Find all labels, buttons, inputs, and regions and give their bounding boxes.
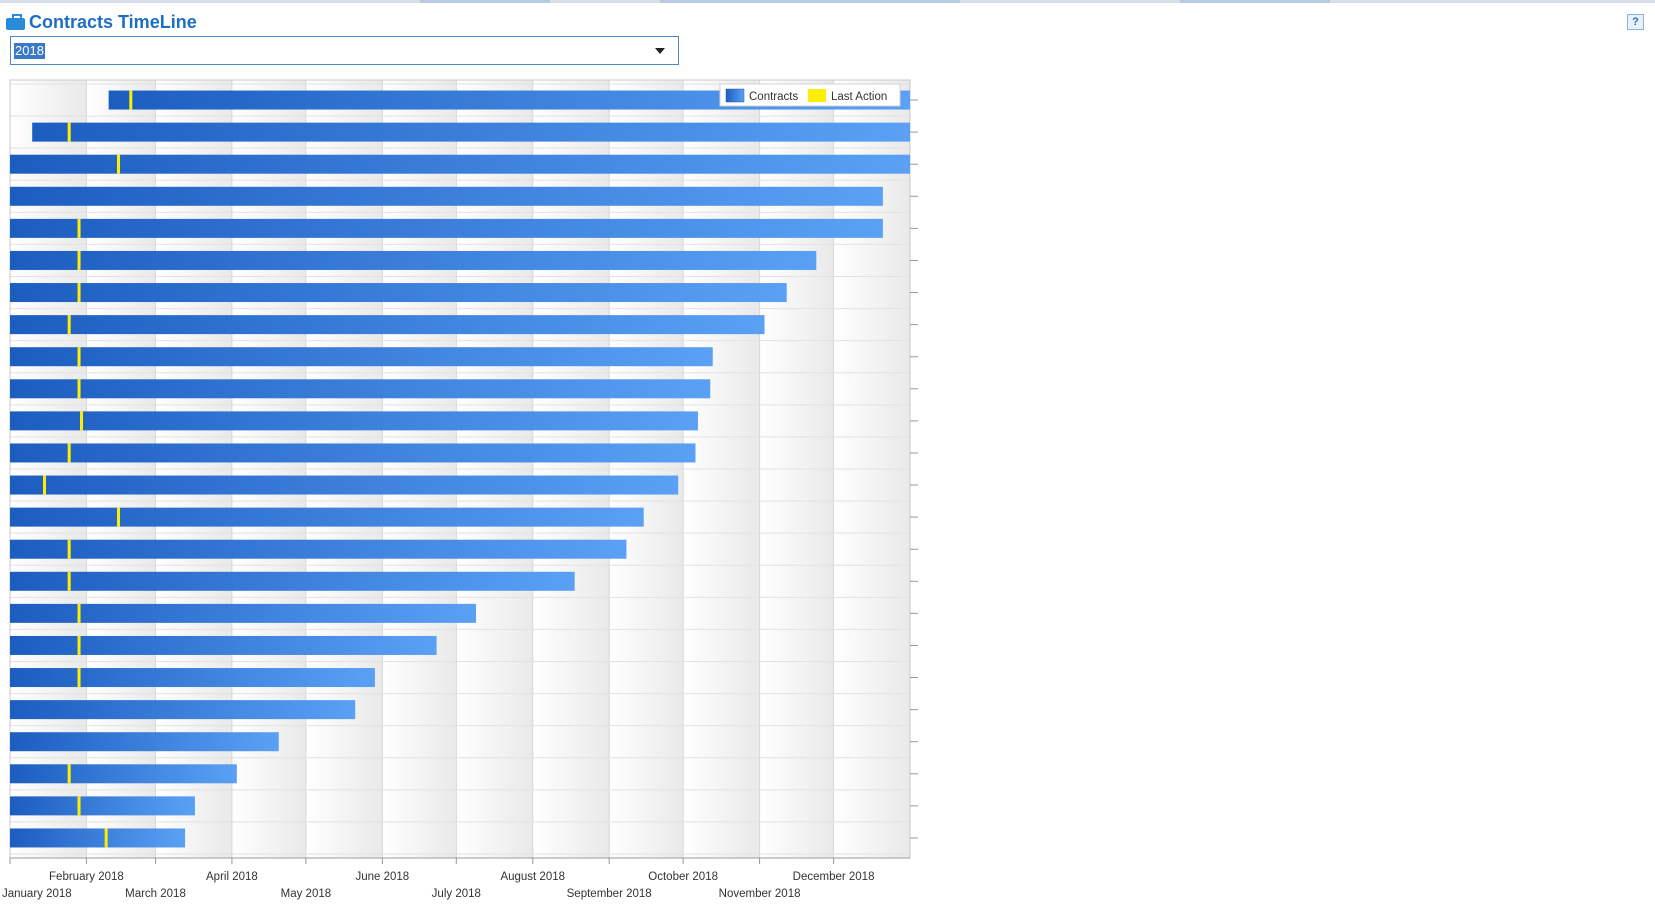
contract-bar bbox=[10, 154, 910, 174]
year-select[interactable]: 2018 bbox=[10, 36, 679, 65]
contract-bar bbox=[10, 732, 279, 752]
legend-label-last-action: Last Action bbox=[831, 91, 887, 103]
briefcase-icon bbox=[6, 14, 26, 30]
legend-swatch-contracts bbox=[725, 88, 745, 103]
x-axis-tick-label: May 2018 bbox=[281, 888, 332, 900]
x-axis-tick-label: March 2018 bbox=[125, 888, 186, 900]
x-axis-tick-label: November 2018 bbox=[719, 888, 801, 900]
last-action-marker bbox=[116, 507, 120, 527]
contract-bar bbox=[10, 218, 883, 238]
contract-bar bbox=[10, 475, 679, 495]
contract-bar bbox=[10, 539, 627, 559]
last-action-marker bbox=[77, 796, 81, 816]
x-axis-tick-label: August 2018 bbox=[500, 871, 565, 883]
contract-bar bbox=[10, 283, 787, 303]
contract-bar bbox=[32, 122, 911, 142]
last-action-marker bbox=[67, 571, 71, 591]
chevron-down-icon[interactable] bbox=[655, 48, 665, 54]
contract-bar bbox=[10, 315, 765, 335]
contract-bar bbox=[10, 250, 817, 270]
x-axis-tick-label: February 2018 bbox=[49, 871, 124, 883]
contract-bar bbox=[10, 411, 698, 431]
last-action-marker bbox=[77, 283, 81, 303]
contract-bar bbox=[10, 668, 375, 688]
top-border-segment bbox=[660, 0, 960, 3]
contract-bar bbox=[10, 186, 883, 206]
last-action-marker bbox=[80, 411, 84, 431]
top-border-segment bbox=[1180, 0, 1330, 3]
contract-bar bbox=[10, 603, 477, 623]
contract-bar bbox=[10, 443, 696, 463]
contract-bar bbox=[10, 796, 195, 816]
x-axis-tick-label: December 2018 bbox=[793, 871, 875, 883]
x-axis-tick-label: June 2018 bbox=[355, 871, 409, 883]
contract-bar bbox=[10, 347, 713, 367]
page-title: Contracts TimeLine bbox=[29, 11, 197, 32]
year-select-value: 2018 bbox=[14, 43, 45, 59]
contract-bar bbox=[10, 828, 186, 848]
last-action-marker bbox=[77, 250, 81, 270]
legend-label-contracts: Contracts bbox=[749, 91, 798, 103]
legend-swatch-last-action bbox=[808, 89, 826, 102]
last-action-marker bbox=[129, 90, 133, 110]
last-action-marker bbox=[104, 828, 108, 848]
last-action-marker bbox=[43, 475, 47, 495]
last-action-marker bbox=[67, 539, 71, 559]
last-action-marker bbox=[77, 218, 81, 238]
last-action-marker bbox=[67, 315, 71, 335]
contract-bar bbox=[10, 379, 711, 399]
contract-bar bbox=[10, 635, 437, 655]
x-axis-tick-label: April 2018 bbox=[206, 871, 258, 883]
contract-bar bbox=[10, 700, 356, 720]
contract-bar bbox=[108, 90, 911, 110]
panel-header: Contracts TimeLine bbox=[6, 10, 197, 34]
x-axis-tick-label: October 2018 bbox=[648, 871, 718, 883]
x-axis-tick-label: July 2018 bbox=[432, 888, 481, 900]
last-action-marker bbox=[77, 603, 81, 623]
x-axis-tick-label: September 2018 bbox=[567, 888, 652, 900]
x-axis-tick-label: January 2018 bbox=[2, 888, 72, 900]
contract-bar bbox=[10, 571, 575, 591]
last-action-marker bbox=[77, 379, 81, 399]
last-action-marker bbox=[67, 764, 71, 784]
top-border-segment bbox=[420, 0, 550, 3]
help-icon[interactable]: ? bbox=[1627, 14, 1644, 30]
chart-legend: Contracts Last Action bbox=[719, 83, 901, 107]
last-action-marker bbox=[77, 635, 81, 655]
last-action-marker bbox=[77, 347, 81, 367]
contract-bar bbox=[10, 764, 237, 784]
last-action-marker bbox=[77, 668, 81, 688]
top-border bbox=[0, 0, 1655, 3]
contract-bar bbox=[10, 507, 644, 527]
last-action-marker bbox=[67, 443, 71, 463]
last-action-marker bbox=[116, 154, 120, 174]
last-action-marker bbox=[67, 122, 71, 142]
